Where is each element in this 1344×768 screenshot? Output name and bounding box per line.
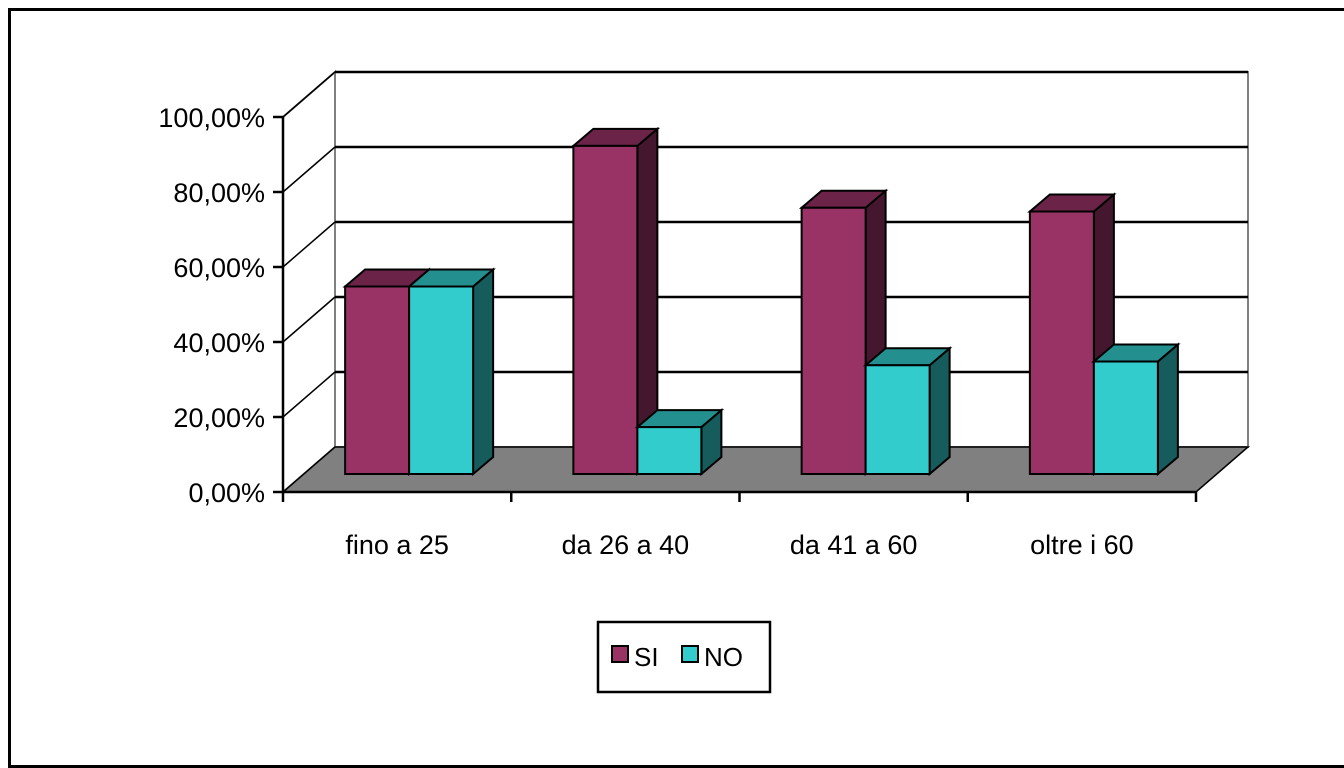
gridline-side — [282, 71, 336, 118]
y-tick-label: 0,00% — [188, 478, 265, 508]
legend-label-si: SI — [634, 642, 659, 672]
gridline-side — [282, 146, 336, 193]
gridline-side — [282, 371, 336, 418]
bar-no-2 — [864, 364, 931, 475]
bar-si-1 — [572, 144, 639, 475]
gridline-side — [282, 296, 336, 343]
y-tick-labels: 0,00% 20,00% 40,00% 60,00% 80,00% 100,00% — [158, 103, 265, 508]
axes — [273, 115, 1198, 502]
y-tick-label: 60,00% — [173, 253, 265, 283]
bar-si-3 — [1028, 210, 1095, 475]
bars — [342, 126, 1181, 477]
x-tick-label: fino a 25 — [345, 530, 449, 560]
chart-svg: 0,00% 20,00% 40,00% 60,00% 80,00% 100,00% fin… — [158, 69, 1251, 694]
legend-label-no: NO — [704, 642, 743, 672]
bar-side — [1156, 342, 1179, 477]
x-tick-label: oltre i 60 — [1030, 530, 1134, 560]
y-tick-label: 20,00% — [173, 403, 265, 433]
bar-no-1 — [636, 426, 703, 475]
x-tick-label: da 41 a 60 — [790, 530, 918, 560]
legend: SI NO — [596, 620, 772, 694]
x-tick-labels: fino a 25 da 26 a 40 da 41 a 60 oltre i 60 — [345, 530, 1133, 560]
bar-no-3 — [1092, 360, 1159, 475]
bar-si-0 — [344, 285, 411, 475]
bar-no-0 — [408, 285, 475, 475]
bar-side — [928, 346, 951, 477]
side-wall — [282, 69, 336, 495]
y-tick-label: 40,00% — [173, 328, 265, 358]
y-tick-label: 100,00% — [158, 103, 265, 133]
x-tick-label: da 26 a 40 — [562, 530, 690, 560]
legend-swatch-si — [611, 645, 629, 663]
legend-swatch-no — [681, 645, 699, 663]
bar-side — [472, 267, 495, 477]
gridline-side — [282, 221, 336, 268]
bar-si-2 — [800, 206, 867, 475]
y-tick-label: 80,00% — [173, 178, 265, 208]
